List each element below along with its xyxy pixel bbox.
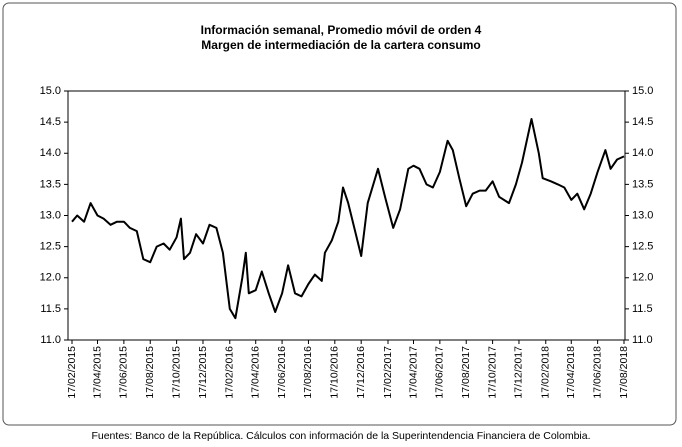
- x-tick-label: 17/12/2017: [513, 346, 525, 399]
- y-tick-label: 13.5: [40, 178, 61, 190]
- y2-tick-label: 13.0: [632, 209, 653, 221]
- chart-subtitle: Margen de intermediación de la cartera c…: [201, 38, 480, 52]
- y2-tick-label: 15.0: [632, 85, 653, 97]
- source-note: Fuentes: Banco de la República. Cálculos…: [91, 430, 590, 442]
- y2-tick-label: 12.5: [632, 241, 653, 253]
- x-tick-label: 17/12/2015: [197, 346, 209, 399]
- x-tick-label: 17/04/2018: [565, 346, 577, 399]
- data-line: [71, 118, 625, 320]
- x-tick-label: 17/04/2016: [249, 346, 261, 399]
- x-tick-label: 17/02/2015: [66, 346, 78, 399]
- y-tick-label: 14.0: [40, 147, 61, 159]
- y-tick-label: 11.5: [40, 303, 61, 315]
- y-tick-label: 11.0: [40, 334, 61, 346]
- x-tick-label: 17/10/2016: [329, 346, 341, 399]
- x-tick-label: 17/08/2015: [144, 346, 156, 399]
- y-tick-label: 13.0: [40, 209, 61, 221]
- y-tick-label: 12.0: [40, 272, 61, 284]
- y-tick-label: 15.0: [40, 85, 61, 97]
- x-tick-label: 17/04/2017: [407, 346, 419, 399]
- x-tick-label: 17/10/2015: [170, 346, 182, 399]
- y-tick-label: 14.5: [40, 116, 61, 128]
- y-tick-label: 12.5: [40, 241, 61, 253]
- x-tick-label: 17/06/2016: [276, 346, 288, 399]
- x-tick-label: 17/02/2018: [540, 346, 552, 399]
- x-tick-label: 17/04/2015: [91, 346, 103, 399]
- x-tick-label: 17/10/2017: [486, 346, 498, 399]
- x-tick-label: 17/06/2015: [118, 346, 130, 399]
- x-tick-label: 17/12/2016: [355, 346, 367, 399]
- x-tick-label: 17/06/2018: [591, 346, 603, 399]
- x-tick-label: 17/02/2017: [382, 346, 394, 399]
- x-tick-label: 17/02/2016: [224, 346, 236, 399]
- x-tick-label: 17/08/2017: [460, 346, 472, 399]
- y2-tick-label: 11.0: [632, 334, 653, 346]
- x-tick-label: 17/08/2018: [618, 346, 630, 399]
- y2-tick-label: 12.0: [632, 272, 653, 284]
- y2-tick-label: 11.5: [632, 303, 653, 315]
- x-tick-label: 17/06/2017: [434, 346, 446, 399]
- y2-tick-label: 13.5: [632, 178, 653, 190]
- y2-tick-label: 14.5: [632, 116, 653, 128]
- x-tick-label: 17/08/2016: [302, 346, 314, 399]
- y2-tick-label: 14.0: [632, 147, 653, 159]
- chart-title: Información semanal, Promedio móvil de o…: [201, 23, 482, 37]
